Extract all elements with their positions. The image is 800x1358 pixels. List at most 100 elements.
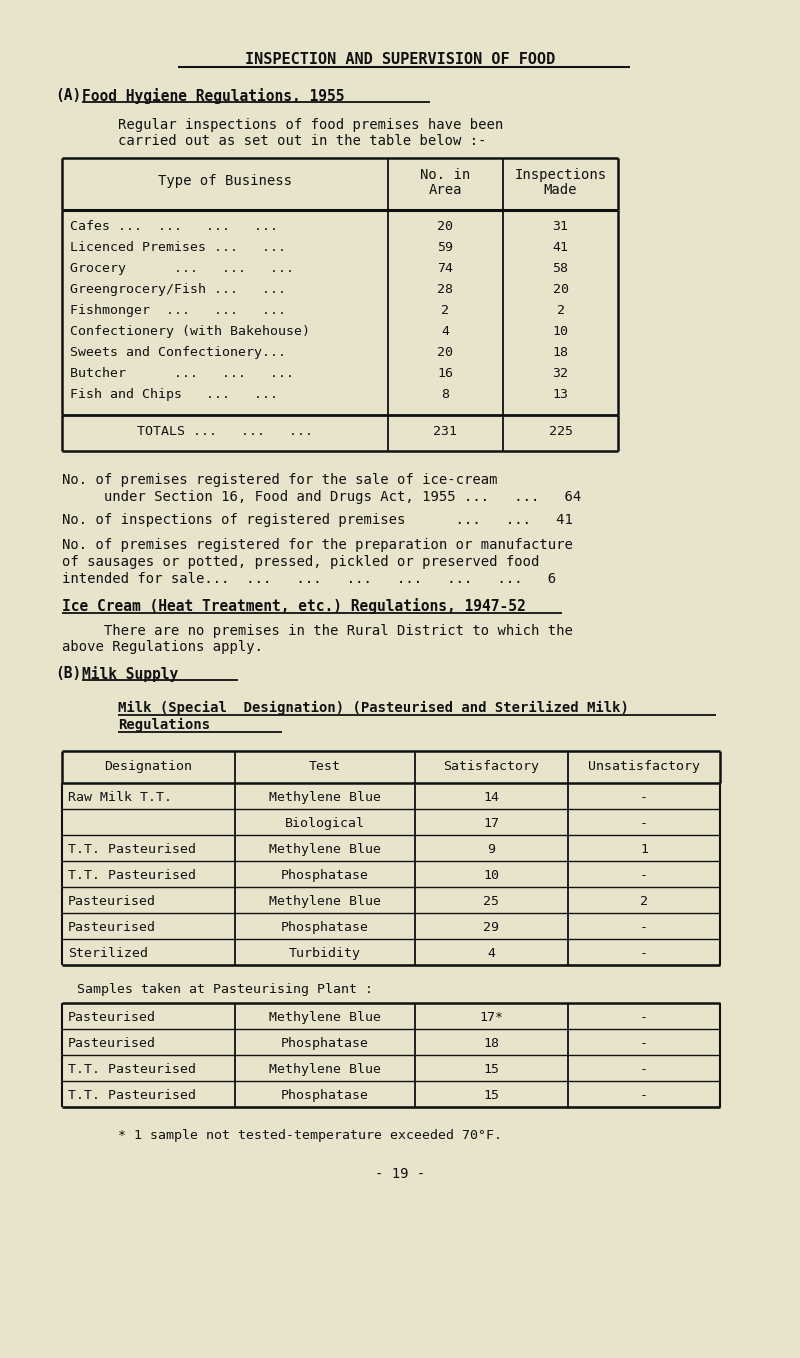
Text: Area: Area xyxy=(429,183,462,197)
Text: 29: 29 xyxy=(483,921,499,934)
Text: Pasteurised: Pasteurised xyxy=(68,1010,156,1024)
Text: No. of inspections of registered premises      ...   ...   41: No. of inspections of registered premise… xyxy=(62,513,573,527)
Text: No. of premises registered for the preparation or manufacture: No. of premises registered for the prepa… xyxy=(62,538,573,551)
Text: Butcher      ...   ...   ...: Butcher ... ... ... xyxy=(70,367,294,380)
Text: Raw Milk T.T.: Raw Milk T.T. xyxy=(68,790,172,804)
Text: -: - xyxy=(640,1089,648,1101)
Text: T.T. Pasteurised: T.T. Pasteurised xyxy=(68,1089,196,1101)
Text: (B): (B) xyxy=(55,665,82,680)
Text: Methylene Blue: Methylene Blue xyxy=(269,895,381,909)
Text: 4: 4 xyxy=(442,325,450,338)
Text: 17*: 17* xyxy=(479,1010,503,1024)
Text: Samples taken at Pasteurising Plant :: Samples taken at Pasteurising Plant : xyxy=(77,983,373,995)
Text: 18: 18 xyxy=(553,346,569,359)
Text: Fishmonger  ...   ...   ...: Fishmonger ... ... ... xyxy=(70,304,286,316)
Text: 2: 2 xyxy=(442,304,450,316)
Text: Grocery      ...   ...   ...: Grocery ... ... ... xyxy=(70,262,294,276)
Text: -: - xyxy=(640,1010,648,1024)
Text: T.T. Pasteurised: T.T. Pasteurised xyxy=(68,869,196,881)
Text: Regular inspections of food premises have been: Regular inspections of food premises hav… xyxy=(118,118,503,132)
Text: Phosphatase: Phosphatase xyxy=(281,1038,369,1050)
Text: 15: 15 xyxy=(483,1089,499,1101)
Text: -: - xyxy=(640,1038,648,1050)
Text: Ice Cream (Heat Treatment, etc.) Regulations, 1947-52: Ice Cream (Heat Treatment, etc.) Regulat… xyxy=(62,598,526,614)
Text: Methylene Blue: Methylene Blue xyxy=(269,843,381,856)
Text: Greengrocery/Fish ...   ...: Greengrocery/Fish ... ... xyxy=(70,282,286,296)
Text: 10: 10 xyxy=(553,325,569,338)
Text: T.T. Pasteurised: T.T. Pasteurised xyxy=(68,843,196,856)
Text: 10: 10 xyxy=(483,869,499,881)
Text: under Section 16, Food and Drugs Act, 1955 ...   ...   64: under Section 16, Food and Drugs Act, 19… xyxy=(62,490,582,504)
Text: Fish and Chips   ...   ...: Fish and Chips ... ... xyxy=(70,388,278,401)
Text: Phosphatase: Phosphatase xyxy=(281,1089,369,1101)
Text: 74: 74 xyxy=(438,262,454,276)
Text: Sterilized: Sterilized xyxy=(68,947,148,960)
Text: 20: 20 xyxy=(438,346,454,359)
Text: (A): (A) xyxy=(55,88,82,103)
Text: of sausages or potted, pressed, pickled or preserved food: of sausages or potted, pressed, pickled … xyxy=(62,555,539,569)
Text: No. of premises registered for the sale of ice-cream: No. of premises registered for the sale … xyxy=(62,473,498,488)
Text: Confectionery (with Bakehouse): Confectionery (with Bakehouse) xyxy=(70,325,310,338)
Text: Licenced Premises ...   ...: Licenced Premises ... ... xyxy=(70,240,286,254)
Text: Milk Supply: Milk Supply xyxy=(82,665,178,682)
Text: Milk (Special  Designation) (Pasteurised and Sterilized Milk): Milk (Special Designation) (Pasteurised … xyxy=(118,701,629,716)
Text: Unsatisfactory: Unsatisfactory xyxy=(588,760,700,773)
Text: 25: 25 xyxy=(483,895,499,909)
Text: 225: 225 xyxy=(549,425,573,439)
Text: 231: 231 xyxy=(434,425,458,439)
Text: Methylene Blue: Methylene Blue xyxy=(269,1010,381,1024)
Text: above Regulations apply.: above Regulations apply. xyxy=(62,640,263,655)
Text: Inspections: Inspections xyxy=(514,168,606,182)
Text: Cafes ...  ...   ...   ...: Cafes ... ... ... ... xyxy=(70,220,278,234)
Text: 41: 41 xyxy=(553,240,569,254)
Text: -: - xyxy=(640,790,648,804)
Text: TOTALS ...   ...   ...: TOTALS ... ... ... xyxy=(137,425,313,439)
Text: -: - xyxy=(640,1063,648,1076)
Text: 14: 14 xyxy=(483,790,499,804)
Text: carried out as set out in the table below :-: carried out as set out in the table belo… xyxy=(118,134,486,148)
Text: 20: 20 xyxy=(553,282,569,296)
Text: INSPECTION AND SUPERVISION OF FOOD: INSPECTION AND SUPERVISION OF FOOD xyxy=(245,52,555,67)
Text: Pasteurised: Pasteurised xyxy=(68,1038,156,1050)
Text: 59: 59 xyxy=(438,240,454,254)
Text: 58: 58 xyxy=(553,262,569,276)
Text: 15: 15 xyxy=(483,1063,499,1076)
Text: There are no premises in the Rural District to which the: There are no premises in the Rural Distr… xyxy=(62,623,573,638)
Text: 1: 1 xyxy=(640,843,648,856)
Text: 18: 18 xyxy=(483,1038,499,1050)
Text: Test: Test xyxy=(309,760,341,773)
Text: intended for sale...  ...   ...   ...   ...   ...   ...   6: intended for sale... ... ... ... ... ...… xyxy=(62,572,556,587)
Text: -: - xyxy=(640,947,648,960)
Text: Turbidity: Turbidity xyxy=(289,947,361,960)
Text: 13: 13 xyxy=(553,388,569,401)
Text: 9: 9 xyxy=(487,843,495,856)
Text: 8: 8 xyxy=(442,388,450,401)
Text: 17: 17 xyxy=(483,818,499,830)
Text: 16: 16 xyxy=(438,367,454,380)
Text: No. in: No. in xyxy=(420,168,470,182)
Text: Made: Made xyxy=(544,183,578,197)
Text: 2: 2 xyxy=(557,304,565,316)
Text: Pasteurised: Pasteurised xyxy=(68,921,156,934)
Text: Methylene Blue: Methylene Blue xyxy=(269,790,381,804)
Text: Food Hygiene Regulations, 1955: Food Hygiene Regulations, 1955 xyxy=(82,88,345,105)
Text: Designation: Designation xyxy=(105,760,193,773)
Text: 20: 20 xyxy=(438,220,454,234)
Text: * 1 sample not tested-temperature exceeded 70°F.: * 1 sample not tested-temperature exceed… xyxy=(118,1128,502,1142)
Text: 28: 28 xyxy=(438,282,454,296)
Text: -: - xyxy=(640,869,648,881)
Text: Regulations: Regulations xyxy=(118,718,210,732)
Text: T.T. Pasteurised: T.T. Pasteurised xyxy=(68,1063,196,1076)
Text: 31: 31 xyxy=(553,220,569,234)
Text: Satisfactory: Satisfactory xyxy=(443,760,539,773)
Text: Phosphatase: Phosphatase xyxy=(281,869,369,881)
Text: Sweets and Confectionery...: Sweets and Confectionery... xyxy=(70,346,286,359)
Text: Biological: Biological xyxy=(285,818,365,830)
Text: Type of Business: Type of Business xyxy=(158,174,292,187)
Text: 32: 32 xyxy=(553,367,569,380)
Text: Phosphatase: Phosphatase xyxy=(281,921,369,934)
Text: - 19 -: - 19 - xyxy=(375,1167,425,1181)
Text: -: - xyxy=(640,818,648,830)
Text: 4: 4 xyxy=(487,947,495,960)
Text: Methylene Blue: Methylene Blue xyxy=(269,1063,381,1076)
